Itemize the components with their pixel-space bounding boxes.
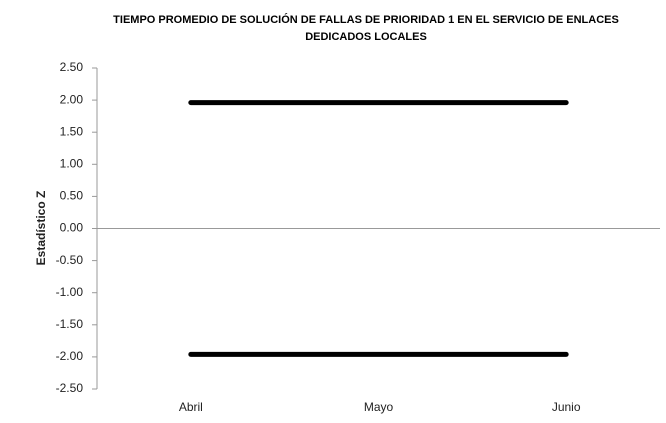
y-tick-label: 1.50	[60, 124, 84, 138]
y-tick-label: -1.50	[56, 317, 84, 331]
y-tick-label: 0.50	[60, 189, 84, 203]
y-axis-title: Estadístico Z	[34, 191, 48, 266]
y-tick-label: -2.50	[56, 381, 84, 395]
y-tick-label: 1.00	[60, 156, 84, 170]
x-tick-label: Abril	[179, 400, 203, 414]
y-tick-label: 0.00	[60, 221, 84, 235]
y-tick-label: -1.00	[56, 285, 84, 299]
chart-title: TIEMPO PROMEDIO DE SOLUCIÓN DE FALLAS DE…	[113, 14, 619, 43]
y-tick-label: -0.50	[56, 253, 84, 267]
x-tick-label: Mayo	[364, 400, 394, 414]
x-tick-label: Junio	[552, 400, 581, 414]
y-tick-label: -2.00	[56, 349, 84, 363]
y-tick-label: 2.00	[60, 92, 84, 106]
y-tick-label: 2.50	[60, 60, 84, 74]
